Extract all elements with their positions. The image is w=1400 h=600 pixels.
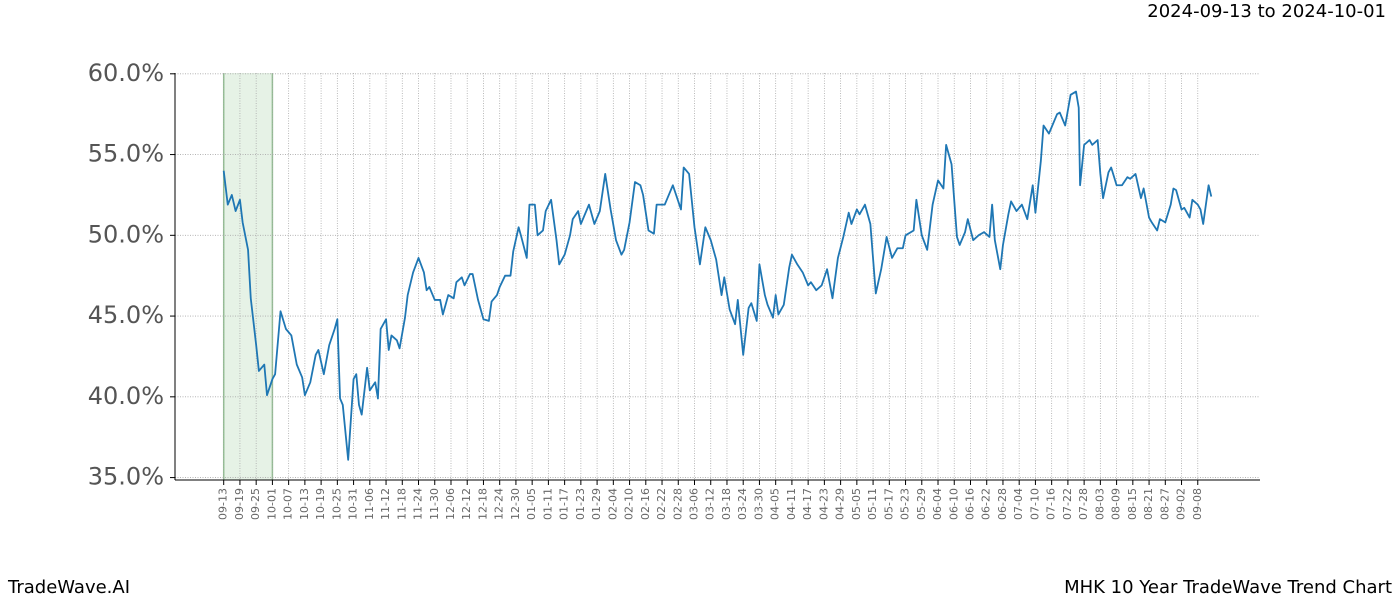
x-tick-label: 04-05 — [769, 488, 782, 520]
x-tick-label: 07-16 — [1045, 488, 1058, 520]
x-tick-label: 06-22 — [980, 488, 993, 520]
x-tick-label: 01-29 — [590, 488, 603, 520]
x-tick-label: 03-06 — [688, 488, 701, 520]
x-tick-label: 01-17 — [558, 488, 571, 520]
date-range: 2024-09-13 to 2024-10-01 — [1147, 1, 1386, 22]
x-tick-label: 05-17 — [882, 488, 895, 520]
x-tick-label: 05-23 — [899, 488, 912, 520]
x-tick-label: 12-06 — [444, 488, 457, 520]
x-tick-label: 11-30 — [428, 488, 441, 520]
x-tick-label: 07-10 — [1028, 488, 1041, 520]
x-tick-label: 10-13 — [298, 488, 311, 520]
x-tick-label: 04-11 — [785, 488, 798, 520]
x-tick-label: 12-30 — [509, 488, 522, 520]
x-tick-label: 06-28 — [996, 488, 1009, 520]
x-tick-label: 02-22 — [655, 488, 668, 520]
x-tick-label: 01-05 — [525, 488, 538, 520]
x-tick-label: 12-18 — [476, 488, 489, 520]
x-tick-label: 03-30 — [752, 488, 765, 520]
x-tick-label: 10-19 — [314, 488, 327, 520]
x-tick-label: 05-29 — [915, 488, 928, 520]
x-tick-label: 08-21 — [1142, 488, 1155, 520]
x-tick-label: 07-28 — [1077, 488, 1090, 520]
trend-line — [222, 90, 1213, 461]
x-tick-label: 05-05 — [850, 488, 863, 520]
y-tick-label: 35.0% — [88, 463, 164, 491]
x-tick-label: 09-13 — [217, 488, 230, 520]
x-tick-label: 03-18 — [720, 488, 733, 520]
x-tick-label: 03-24 — [736, 488, 749, 520]
y-tick-label: 60.0% — [88, 59, 164, 87]
x-tick-label: 08-03 — [1093, 488, 1106, 520]
x-tick-label: 04-29 — [834, 488, 847, 520]
x-tick-label: 09-25 — [249, 488, 262, 520]
x-tick-label: 06-16 — [963, 488, 976, 520]
x-tick-label: 08-15 — [1126, 488, 1139, 520]
chart-title: MHK 10 Year TradeWave Trend Chart — [1064, 577, 1392, 598]
x-tick-label: 11-18 — [395, 488, 408, 520]
x-tick-label: 02-04 — [606, 488, 619, 520]
y-tick-label: 40.0% — [88, 382, 164, 410]
x-tick-label: 12-12 — [460, 488, 473, 520]
x-tick-label: 05-11 — [866, 488, 879, 520]
x-tick-label: 11-06 — [363, 488, 376, 520]
x-tick-label: 12-24 — [493, 488, 506, 520]
x-tick-label: 07-22 — [1061, 488, 1074, 520]
y-tick-label: 45.0% — [88, 301, 164, 329]
x-tick-label: 06-04 — [931, 488, 944, 520]
x-tick-label: 10-01 — [265, 488, 278, 520]
x-tick-label: 06-10 — [947, 488, 960, 520]
x-tick-label: 08-09 — [1110, 488, 1123, 520]
x-tick-label: 07-04 — [1012, 488, 1025, 520]
x-tick-label: 11-12 — [379, 488, 392, 520]
x-tick-label: 10-07 — [282, 488, 295, 520]
highlight-span — [223, 73, 273, 480]
x-tick-label: 03-12 — [704, 488, 717, 520]
x-tick-label: 10-25 — [330, 488, 343, 520]
x-tick-label: 10-31 — [347, 488, 360, 520]
x-tick-label: 02-28 — [671, 488, 684, 520]
x-tick-label: 01-11 — [541, 488, 554, 520]
x-tick-label: 04-17 — [801, 488, 814, 520]
x-tick-label: 11-24 — [412, 488, 425, 520]
x-tick-label: 02-10 — [623, 488, 636, 520]
x-tick-label: 01-23 — [574, 488, 587, 520]
x-tick-label: 04-23 — [817, 488, 830, 520]
x-tick-label: 09-02 — [1175, 488, 1188, 520]
y-tick-label: 55.0% — [88, 140, 164, 168]
x-tick-label: 02-16 — [639, 488, 652, 520]
x-tick-label: 08-27 — [1158, 488, 1171, 520]
brand: TradeWave.AI — [7, 577, 130, 598]
x-tick-label: 09-19 — [233, 488, 246, 520]
x-tick-label: 09-08 — [1191, 488, 1204, 520]
y-tick-label: 50.0% — [88, 220, 164, 248]
